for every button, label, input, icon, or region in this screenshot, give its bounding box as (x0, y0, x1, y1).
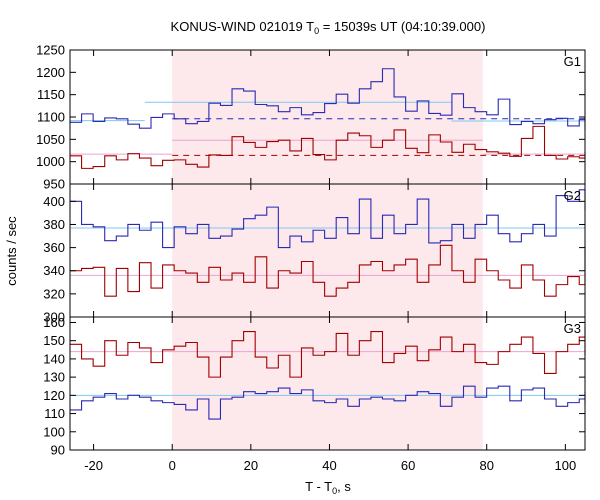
panel-label-g3: G3 (564, 321, 581, 336)
panel-label-g2: G2 (564, 188, 581, 203)
y-tick-label: 1050 (36, 132, 65, 147)
y-tick-label: 110 (44, 406, 65, 421)
y-tick-label: 130 (43, 370, 65, 385)
x-tick-label: -20 (84, 458, 103, 473)
y-tick-label: 1000 (36, 154, 65, 169)
panel-frame-g3 (69, 316, 586, 451)
y-tick-label: 140 (43, 351, 65, 366)
y-tick-label: 120 (43, 388, 65, 403)
y-tick-label: 1250 (36, 43, 65, 58)
x-tick-label: 80 (479, 458, 493, 473)
y-tick-label: 360 (43, 240, 65, 255)
plot-area: 950100010501100115012001250G130032034036… (36, 43, 586, 473)
x-tick-label: 60 (401, 458, 415, 473)
y-tick-label: 1100 (37, 110, 65, 125)
x-tick-label: 100 (554, 458, 576, 473)
y-tick-label: 400 (43, 194, 65, 209)
y-axis-label: counts / sec (4, 216, 19, 286)
y-tick-label: 150 (43, 333, 65, 348)
chart-title: KONUS-WIND 021019 T0 = 15039s UT (04:10:… (171, 19, 486, 36)
series-g2-red (70, 244, 586, 297)
series-g2-blue (70, 189, 586, 249)
y-tick-label: 100 (43, 424, 65, 439)
y-tick-label: 320 (43, 286, 65, 301)
y-tick-label: 340 (43, 263, 65, 278)
series-g3-red (70, 326, 586, 378)
y-tick-label: 380 (43, 217, 65, 232)
panel-g1: 950 1000 1050 1100 1150 1200 1250 G1 (36, 43, 586, 192)
shaded-interval (172, 50, 483, 450)
series-g1-blue (70, 68, 586, 130)
x-tick-label: 0 (169, 458, 176, 473)
y-tick-label: 1200 (36, 65, 65, 80)
y-tick-label: 160 (43, 315, 65, 330)
y-tick-label: 300 (43, 310, 65, 325)
panel-g3: 90 100 110 120 130 140 150 160 G3 (43, 315, 586, 458)
y-tick-label: 950 (43, 177, 65, 192)
series-g3-blue (70, 385, 586, 420)
panel-label-g1: G1 (564, 54, 581, 69)
x-tick-label: 20 (244, 458, 258, 473)
x-axis-label: T - T0, s (305, 479, 351, 496)
panel-g2: 300 320 340 360 380 400 G2 (43, 183, 586, 325)
y-tick-label: 90 (51, 443, 65, 458)
series-g1-red (70, 125, 586, 169)
y-tick-label: 1150 (37, 87, 65, 102)
x-tick-label: 40 (322, 458, 336, 473)
